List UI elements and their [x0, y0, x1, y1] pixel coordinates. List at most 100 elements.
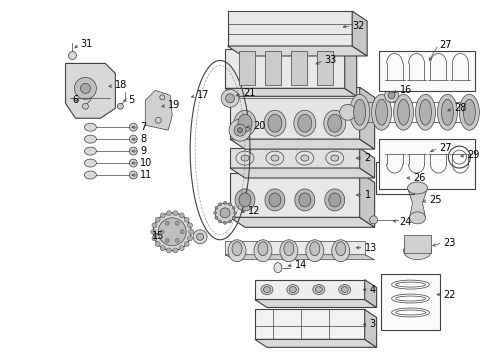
Ellipse shape	[234, 124, 246, 136]
Text: 26: 26	[414, 173, 426, 183]
Text: 15: 15	[152, 231, 165, 241]
Polygon shape	[230, 172, 360, 217]
Polygon shape	[230, 217, 375, 227]
Ellipse shape	[173, 211, 178, 216]
Ellipse shape	[160, 230, 164, 234]
Polygon shape	[255, 300, 377, 307]
Ellipse shape	[331, 155, 339, 161]
Ellipse shape	[438, 94, 457, 130]
Text: 1: 1	[365, 190, 371, 200]
Ellipse shape	[385, 88, 398, 102]
Ellipse shape	[228, 240, 246, 262]
Ellipse shape	[340, 104, 356, 120]
Ellipse shape	[284, 242, 294, 256]
Ellipse shape	[221, 89, 239, 107]
Polygon shape	[225, 255, 375, 260]
Ellipse shape	[301, 155, 309, 161]
Ellipse shape	[324, 110, 346, 136]
Ellipse shape	[179, 213, 184, 218]
Polygon shape	[255, 310, 365, 339]
Ellipse shape	[393, 94, 414, 130]
Bar	[404, 235, 432, 253]
Ellipse shape	[228, 203, 232, 206]
Bar	[225, 241, 365, 255]
Polygon shape	[360, 172, 375, 227]
Ellipse shape	[239, 193, 251, 207]
Text: 21: 21	[243, 88, 255, 98]
Polygon shape	[408, 188, 427, 218]
Ellipse shape	[118, 103, 123, 109]
Ellipse shape	[258, 242, 268, 256]
Ellipse shape	[129, 135, 137, 143]
Text: 20: 20	[253, 121, 266, 131]
Text: 29: 29	[467, 150, 480, 160]
Ellipse shape	[179, 246, 184, 251]
Ellipse shape	[152, 236, 157, 241]
Ellipse shape	[299, 193, 311, 207]
Ellipse shape	[184, 217, 189, 222]
Ellipse shape	[180, 230, 184, 234]
Ellipse shape	[298, 114, 312, 132]
Polygon shape	[360, 87, 375, 149]
Ellipse shape	[274, 263, 282, 273]
FancyBboxPatch shape	[379, 139, 475, 189]
Ellipse shape	[264, 110, 286, 136]
Ellipse shape	[193, 230, 207, 244]
Ellipse shape	[155, 242, 160, 247]
Ellipse shape	[295, 189, 315, 211]
Ellipse shape	[232, 242, 242, 256]
Text: 11: 11	[140, 170, 152, 180]
Ellipse shape	[441, 99, 453, 125]
Ellipse shape	[69, 51, 76, 59]
Polygon shape	[265, 51, 281, 85]
Ellipse shape	[410, 212, 425, 224]
Ellipse shape	[271, 155, 279, 161]
Ellipse shape	[268, 114, 282, 132]
Polygon shape	[317, 51, 333, 85]
Ellipse shape	[155, 217, 160, 222]
Polygon shape	[230, 168, 375, 178]
Ellipse shape	[184, 242, 189, 247]
Ellipse shape	[152, 223, 157, 228]
Polygon shape	[227, 46, 367, 56]
Polygon shape	[227, 11, 352, 46]
Ellipse shape	[350, 94, 369, 130]
Ellipse shape	[287, 285, 299, 294]
Ellipse shape	[265, 189, 285, 211]
Polygon shape	[255, 280, 365, 300]
Ellipse shape	[408, 182, 427, 194]
Ellipse shape	[167, 211, 172, 216]
Ellipse shape	[158, 218, 186, 246]
Text: 6: 6	[73, 95, 78, 105]
Polygon shape	[230, 87, 360, 139]
Text: 27: 27	[440, 143, 452, 153]
Text: 2: 2	[365, 153, 371, 163]
Ellipse shape	[388, 92, 395, 99]
Polygon shape	[230, 139, 375, 149]
Ellipse shape	[234, 211, 237, 214]
Ellipse shape	[84, 159, 97, 167]
Text: 16: 16	[399, 85, 412, 95]
Ellipse shape	[223, 221, 226, 224]
Polygon shape	[352, 11, 367, 56]
Text: 28: 28	[454, 103, 467, 113]
Text: 19: 19	[168, 100, 180, 110]
Text: 18: 18	[115, 80, 127, 90]
Ellipse shape	[215, 206, 218, 210]
Text: 17: 17	[197, 90, 210, 100]
Text: 14: 14	[295, 260, 307, 270]
Ellipse shape	[310, 242, 320, 256]
Text: 4: 4	[369, 284, 376, 294]
Ellipse shape	[153, 213, 191, 251]
Polygon shape	[365, 280, 377, 307]
Polygon shape	[360, 148, 375, 178]
Ellipse shape	[74, 77, 97, 99]
Polygon shape	[291, 51, 307, 85]
Text: 22: 22	[443, 289, 456, 300]
Text: 13: 13	[365, 243, 377, 253]
Ellipse shape	[371, 94, 392, 130]
Text: 5: 5	[128, 95, 135, 105]
Ellipse shape	[160, 246, 165, 251]
Ellipse shape	[82, 103, 89, 109]
Ellipse shape	[129, 159, 137, 167]
